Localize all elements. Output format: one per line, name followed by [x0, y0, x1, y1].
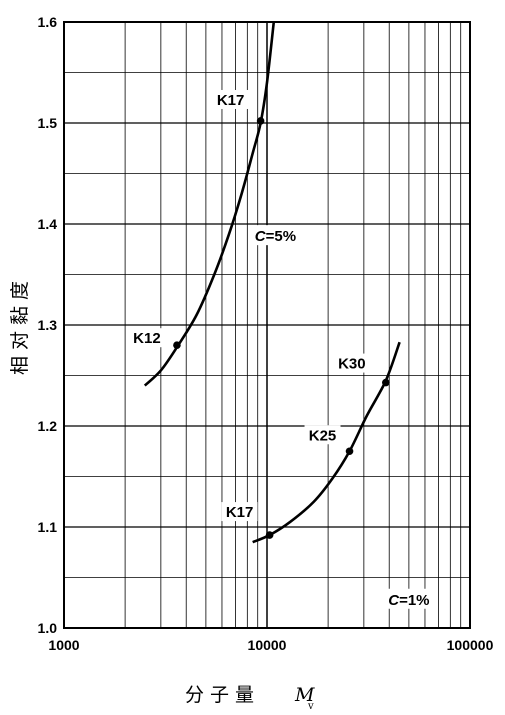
data-label: K17: [226, 504, 254, 521]
curves: [143, 21, 401, 544]
x-axis-title-sub: v: [307, 701, 314, 712]
y-tick-label: 1.3: [38, 317, 58, 333]
concentration-variable: C: [388, 592, 400, 609]
annotation-bg: [248, 225, 303, 246]
data-point: [256, 117, 265, 125]
y-tick-label: 1.2: [38, 418, 58, 434]
data-label-bg: [128, 328, 165, 348]
concentration-annotation: C=5%: [255, 228, 296, 245]
data-label: K25: [309, 427, 337, 444]
data-label-bg: [304, 425, 341, 445]
series-curve: [143, 21, 276, 387]
x-tick-label: 100000: [447, 637, 494, 653]
y-axis-title: 相对黏度: [9, 275, 31, 375]
concentration-value: =1%: [399, 592, 429, 609]
series-curve: [252, 341, 401, 544]
data-point: [345, 447, 354, 456]
data-label-bg: [221, 502, 258, 522]
tick-labels: 1.0 1.1 1.2 1.3 1.4 1.5 1.6 1000 10000 100000: [38, 14, 494, 653]
data-label-bg: [333, 353, 370, 373]
concentration-variable: C: [255, 228, 267, 245]
x-axis-title-var: M: [294, 684, 315, 706]
plot-frame: [63, 21, 471, 629]
x-tick-label: 10000: [248, 637, 287, 653]
concentration-value: =5%: [266, 228, 296, 245]
x-axis-title-text: 分子量: [185, 684, 260, 706]
y-tick-label: 1.6: [38, 14, 58, 30]
data-label: K17: [217, 92, 245, 109]
data-label: K12: [133, 330, 161, 347]
concentration-annotation: C=1%: [388, 592, 429, 609]
data-point: [173, 341, 181, 350]
x-tick-label: 1000: [48, 637, 79, 653]
grid-lines: [64, 22, 470, 628]
y-tick-label: 1.4: [38, 216, 58, 232]
data-label: K30: [338, 356, 366, 373]
data-label-bg: [212, 89, 249, 109]
data-point: [382, 378, 390, 387]
y-tick-label: 1.0: [38, 620, 58, 636]
y-tick-label: 1.1: [38, 519, 58, 535]
x-axis-title: 分子量 M v: [185, 684, 315, 712]
annotation-bg: [381, 588, 436, 609]
y-tick-label: 1.5: [38, 115, 58, 131]
data-point: [265, 531, 274, 539]
